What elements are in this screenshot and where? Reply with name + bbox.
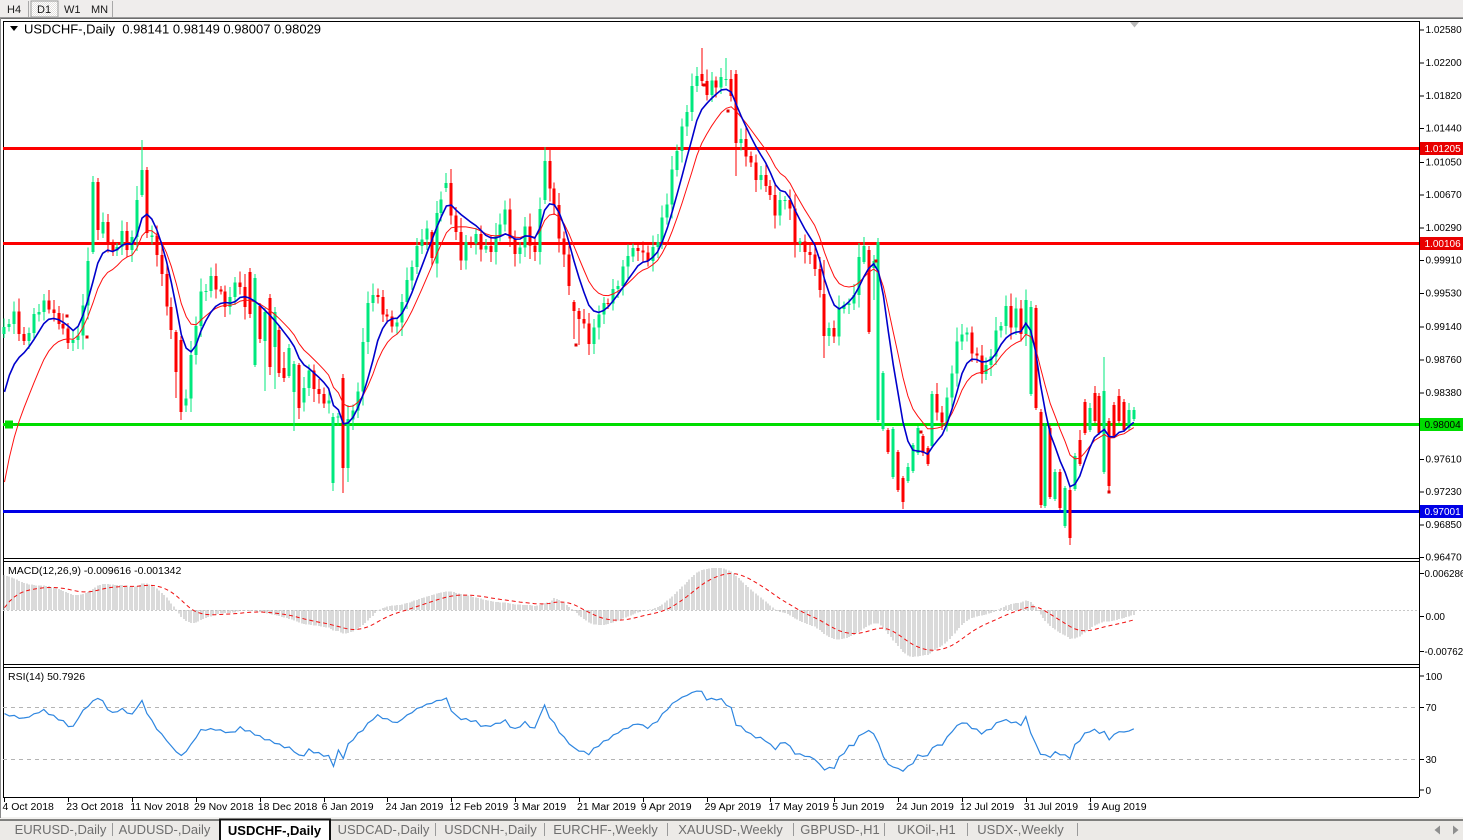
svg-text:1.01820: 1.01820 [1426, 91, 1463, 102]
svg-text:1.00106: 1.00106 [1425, 239, 1462, 250]
svg-text:0.99910: 0.99910 [1426, 256, 1463, 267]
svg-text:AUDUSD-,Daily: AUDUSD-,Daily [119, 822, 211, 837]
svg-text:5 Jun 2019: 5 Jun 2019 [832, 801, 884, 813]
svg-text:USDCHF-,Daily 0.98141 0.98149: USDCHF-,Daily 0.98141 0.98149 0.98007 0.… [24, 22, 321, 37]
svg-text:70: 70 [1426, 703, 1438, 714]
svg-text:0.98004: 0.98004 [1425, 420, 1462, 431]
svg-text:H4: H4 [7, 4, 21, 16]
svg-text:11 Nov 2018: 11 Nov 2018 [130, 801, 189, 813]
svg-text:USDCAD-,Daily: USDCAD-,Daily [338, 822, 430, 837]
svg-text:12 Feb 2019: 12 Feb 2019 [449, 801, 508, 813]
svg-text:24 Jun 2019: 24 Jun 2019 [896, 801, 954, 813]
svg-text:0: 0 [1426, 786, 1432, 797]
svg-text:MACD(12,26,9) -0.009616 -0.001: MACD(12,26,9) -0.009616 -0.001342 [8, 565, 182, 577]
svg-text:29 Nov 2018: 29 Nov 2018 [194, 801, 254, 813]
svg-text:USDCNH-,Daily: USDCNH-,Daily [444, 822, 537, 837]
svg-text:1.01205: 1.01205 [1425, 144, 1462, 155]
svg-text:GBPUSD-,H1: GBPUSD-,H1 [800, 822, 879, 837]
svg-text:EURUSD-,Daily: EURUSD-,Daily [15, 822, 107, 837]
svg-text:1.01050: 1.01050 [1426, 157, 1463, 168]
svg-text:0.97610: 0.97610 [1426, 454, 1463, 465]
svg-text:19 Aug 2019: 19 Aug 2019 [1088, 801, 1147, 813]
svg-text:W1: W1 [64, 4, 81, 16]
svg-text:USDX-,Weekly: USDX-,Weekly [977, 822, 1064, 837]
svg-text:UKOil-,H1: UKOil-,H1 [897, 822, 956, 837]
svg-text:31 Jul 2019: 31 Jul 2019 [1024, 801, 1078, 813]
svg-text:24 Jan 2019: 24 Jan 2019 [386, 801, 444, 813]
svg-text:RSI(14) 50.7926: RSI(14) 50.7926 [8, 671, 85, 683]
svg-text:0.96470: 0.96470 [1426, 553, 1463, 564]
svg-text:0.98760: 0.98760 [1426, 355, 1463, 366]
svg-text:1.00290: 1.00290 [1426, 223, 1463, 234]
svg-text:6 Jan 2019: 6 Jan 2019 [322, 801, 374, 813]
svg-text:1.02200: 1.02200 [1426, 58, 1463, 69]
svg-text:23 Oct 2018: 23 Oct 2018 [66, 801, 123, 813]
svg-text:0.96850: 0.96850 [1426, 520, 1463, 531]
svg-text:0.99530: 0.99530 [1426, 289, 1463, 300]
svg-text:1.02580: 1.02580 [1426, 25, 1463, 36]
svg-text:-0.00762: -0.00762 [1425, 647, 1463, 658]
svg-text:30: 30 [1426, 755, 1438, 766]
svg-text:0.97230: 0.97230 [1426, 487, 1463, 498]
svg-text:12 Jul 2019: 12 Jul 2019 [960, 801, 1014, 813]
svg-text:4 Oct 2018: 4 Oct 2018 [3, 801, 55, 813]
svg-text:29 Apr 2019: 29 Apr 2019 [705, 801, 762, 813]
svg-text:0.006286: 0.006286 [1425, 569, 1463, 580]
svg-text:USDCHF-,Daily: USDCHF-,Daily [228, 823, 322, 838]
svg-text:0.97001: 0.97001 [1425, 507, 1462, 518]
svg-text:XAUUSD-,Weekly: XAUUSD-,Weekly [678, 822, 783, 837]
svg-text:3 Mar 2019: 3 Mar 2019 [513, 801, 566, 813]
svg-text:17 May 2019: 17 May 2019 [769, 801, 830, 813]
svg-text:0.00: 0.00 [1426, 612, 1446, 623]
svg-text:18 Dec 2018: 18 Dec 2018 [258, 801, 318, 813]
svg-text:0.98380: 0.98380 [1426, 388, 1463, 399]
svg-text:100: 100 [1426, 672, 1443, 683]
svg-text:9 Apr 2019: 9 Apr 2019 [641, 801, 692, 813]
svg-text:EURCHF-,Weekly: EURCHF-,Weekly [553, 822, 658, 837]
svg-text:MN: MN [91, 4, 108, 16]
svg-text:1.01440: 1.01440 [1426, 124, 1463, 135]
svg-text:0.99140: 0.99140 [1426, 322, 1463, 333]
svg-text:1.00670: 1.00670 [1426, 190, 1463, 201]
svg-text:D1: D1 [37, 4, 51, 16]
svg-text:21 Mar 2019: 21 Mar 2019 [577, 801, 636, 813]
